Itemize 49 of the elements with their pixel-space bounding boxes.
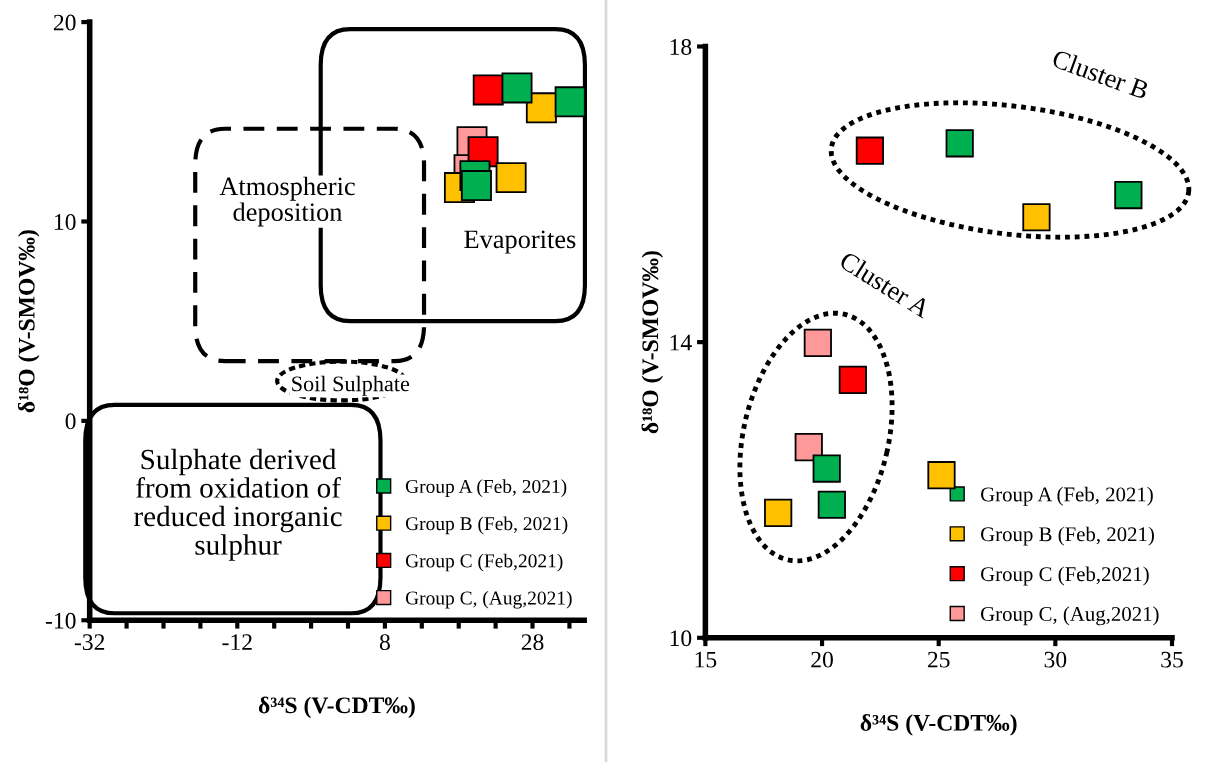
point <box>927 461 956 490</box>
x-tick-label: -12 <box>222 634 252 650</box>
x-tick-label: 25 <box>927 651 950 668</box>
annotation: Soil Sulphate <box>292 375 410 396</box>
x-tick-label: -32 <box>74 634 105 651</box>
legend-label: Group C, (Aug,2021) <box>405 590 572 609</box>
x-tick-label: 30 <box>1044 651 1067 668</box>
legend-label: Group C (Feb,2021) <box>405 553 563 572</box>
y-axis-title: δ¹⁸O (V-SMOV‰) <box>17 230 40 413</box>
legend-label: Group B (Feb, 2021) <box>980 526 1154 546</box>
y-tick-label: 0 <box>65 413 76 430</box>
annotation: Sulphate derived from oxidation of reduced inorganic sulphur <box>134 448 342 561</box>
point <box>794 432 823 462</box>
x-tick-label: 20 <box>811 651 833 668</box>
point <box>1022 203 1051 232</box>
x-tick-label: 8 <box>379 634 390 651</box>
point <box>945 129 974 158</box>
y-tick-label: 10 <box>54 213 76 230</box>
point <box>855 136 884 165</box>
point <box>495 162 527 194</box>
y-axis-title: δ¹⁸O (V-SMOV‰) <box>641 251 664 434</box>
x-tick-label: 28 <box>521 634 544 651</box>
point <box>812 454 841 483</box>
point <box>764 498 793 527</box>
point <box>472 74 504 106</box>
point <box>460 170 492 202</box>
y-tick-label: 14 <box>670 334 692 351</box>
point <box>1114 180 1143 210</box>
x-tick-label: 35 <box>1161 651 1183 668</box>
y-tick-label: 20 <box>53 14 76 31</box>
point <box>554 86 585 118</box>
point <box>803 328 832 357</box>
annotation: Evaporites <box>464 230 576 254</box>
legend-label: Group C (Feb,2021) <box>980 566 1149 586</box>
annotation: Cluster B <box>1051 48 1150 100</box>
legend-label: Group A (Feb, 2021) <box>980 486 1153 506</box>
x-axis-title: δ³⁴S (V-CDT‰) <box>860 714 1017 736</box>
legend-label: Group B (Feb, 2021) <box>405 516 568 535</box>
annotation: Atmospheric deposition <box>219 176 355 227</box>
legend-label: Group A (Feb, 2021) <box>405 479 567 497</box>
y-tick-label: -10 <box>45 612 76 629</box>
y-tick-label: 10 <box>670 630 692 647</box>
point <box>838 365 867 394</box>
point <box>501 72 533 104</box>
y-tick-label: 18 <box>670 38 692 55</box>
x-axis-title: δ³⁴S (V-CDT‰) <box>258 696 415 719</box>
point <box>817 490 846 519</box>
legend-label: Group C, (Aug,2021) <box>980 606 1159 626</box>
x-tick-label: 15 <box>695 651 717 668</box>
